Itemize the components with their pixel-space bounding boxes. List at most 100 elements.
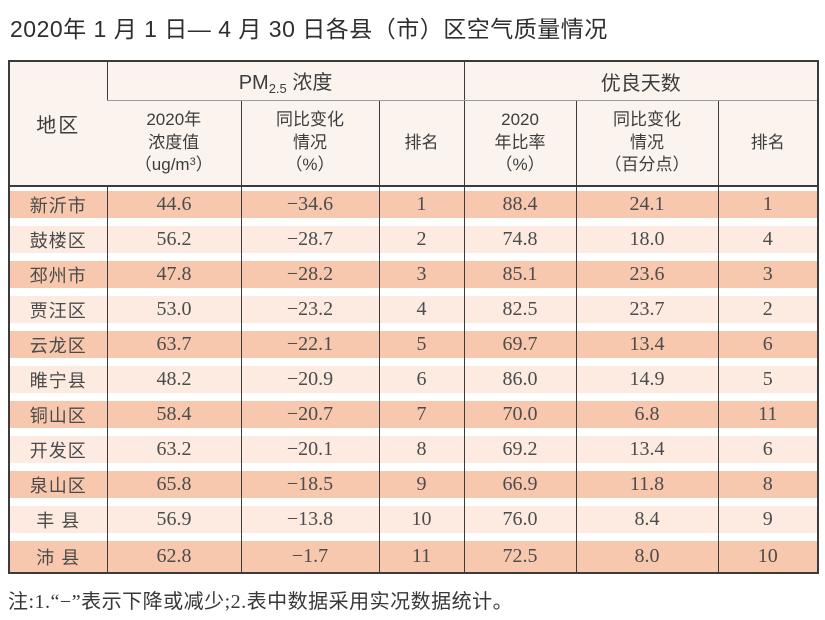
- days-ratio-cell: 70.0: [463, 397, 577, 432]
- region-cell: 沛 县: [9, 537, 107, 573]
- table-header: 地区 PM2.5 浓度 优良天数 2020年 浓度值 （ug/m3） 同比变化 …: [9, 61, 819, 187]
- days-ratio-cell: 72.5: [463, 537, 577, 573]
- pm-rank-cell: 2: [378, 222, 465, 257]
- days-ratio-cell: 74.8: [463, 222, 577, 257]
- days-change-cell: 13.4: [575, 327, 719, 362]
- days-rank-cell: 2: [717, 292, 819, 327]
- days-change-cell: 23.6: [575, 257, 719, 292]
- pm-rank-cell: 3: [378, 257, 465, 292]
- pm-value-cell: 63.2: [106, 432, 241, 467]
- days-ratio-cell: 69.7: [463, 327, 577, 362]
- table-row: 新沂市 44.6 −34.6 1 88.4 24.1 1: [9, 186, 819, 222]
- unit-suffix: ）: [195, 155, 213, 175]
- days-change-cell: 24.1: [575, 186, 719, 222]
- header-line: 情况: [293, 132, 327, 152]
- days-ratio-cell: 82.5: [463, 292, 577, 327]
- region-cell: 睢宁县: [9, 362, 107, 397]
- pm-change-cell: −23.2: [240, 292, 379, 327]
- header-region: 地区: [9, 61, 107, 187]
- days-rank-cell: 5: [717, 362, 819, 397]
- region-cell: 泉山区: [9, 467, 107, 502]
- days-rank-cell: 8: [717, 467, 819, 502]
- pm-rank-cell: 1: [378, 186, 465, 222]
- region-cell: 鼓楼区: [9, 222, 107, 257]
- footnote: 注:1.“−”表示下降或减少;2.表中数据采用实况数据统计。: [8, 591, 514, 613]
- pm-rank-cell: 10: [378, 502, 465, 537]
- header-days-ratio: 2020 年比率 （%）: [463, 100, 577, 187]
- header-pm-change: 同比变化 情况 （%）: [240, 100, 379, 187]
- pm25-label-prefix: PM: [238, 72, 269, 94]
- header-line: 2020: [501, 110, 539, 130]
- pm-value-cell: 48.2: [106, 362, 241, 397]
- pm-change-cell: −18.5: [240, 467, 379, 502]
- header-days-change: 同比变化 情况 （百分点）: [575, 100, 719, 187]
- region-cell: 开发区: [9, 432, 107, 467]
- header-pm-rank: 排名: [378, 100, 465, 187]
- table-row: 丰 县 56.9 −13.8 10 76.0 8.4 9: [9, 502, 819, 537]
- pm-value-cell: 53.0: [106, 292, 241, 327]
- days-change-cell: 8.4: [575, 502, 719, 537]
- pm-change-cell: −20.1: [240, 432, 379, 467]
- header-group-row: 地区 PM2.5 浓度 优良天数: [9, 61, 819, 187]
- pm-rank-cell: 8: [378, 432, 465, 467]
- header-pm-value: 2020年 浓度值 （ug/m3）: [107, 100, 241, 187]
- pm-change-cell: −28.2: [240, 257, 379, 292]
- table-row: 邳州市 47.8 −28.2 3 85.1 23.6 3: [9, 257, 819, 292]
- region-cell: 铜山区: [9, 397, 107, 432]
- days-ratio-cell: 66.9: [463, 467, 577, 502]
- header-sub-row: 2020年 浓度值 （ug/m3） 同比变化 情况 （%） 排名 2020 年比…: [9, 100, 819, 187]
- pm-rank-cell: 4: [378, 292, 465, 327]
- pm-change-cell: −28.7: [240, 222, 379, 257]
- pm-change-cell: −1.7: [240, 537, 379, 573]
- days-rank-cell: 9: [717, 502, 819, 537]
- table-row: 贾汪区 53.0 −23.2 4 82.5 23.7 2: [9, 292, 819, 327]
- days-rank-cell: 1: [717, 186, 819, 222]
- unit-superscript: 3: [189, 156, 196, 169]
- pm-value-cell: 63.7: [106, 327, 241, 362]
- header-line: 同比变化: [276, 110, 344, 130]
- pm-value-cell: 62.8: [106, 537, 241, 573]
- air-quality-table: 地区 PM2.5 浓度 优良天数 2020年 浓度值 （ug/m3） 同比变化 …: [8, 60, 820, 574]
- region-cell: 云龙区: [9, 327, 107, 362]
- pm-change-cell: −22.1: [240, 327, 379, 362]
- page-title: 2020年 1 月 1 日— 4 月 30 日各县（市）区空气质量情况: [10, 16, 608, 42]
- days-change-cell: 14.9: [575, 362, 719, 397]
- pm-value-cell: 56.9: [106, 502, 241, 537]
- days-change-cell: 11.8: [575, 467, 719, 502]
- days-change-cell: 18.0: [575, 222, 719, 257]
- pm-value-cell: 58.4: [106, 397, 241, 432]
- header-days-rank: 排名: [717, 100, 819, 187]
- days-rank-cell: 4: [717, 222, 819, 257]
- header-line: （%）: [495, 155, 545, 175]
- unit-prefix: （ug/m: [134, 155, 190, 175]
- table-row: 睢宁县 48.2 −20.9 6 86.0 14.9 5: [9, 362, 819, 397]
- table-row: 泉山区 65.8 −18.5 9 66.9 11.8 8: [9, 467, 819, 502]
- region-cell: 丰 县: [9, 502, 107, 537]
- days-change-cell: 8.0: [575, 537, 719, 573]
- days-change-cell: 13.4: [575, 432, 719, 467]
- pm-rank-cell: 6: [378, 362, 465, 397]
- pm-value-cell: 47.8: [106, 257, 241, 292]
- days-rank-cell: 3: [717, 257, 819, 292]
- header-pm25-group: PM2.5 浓度: [106, 61, 465, 101]
- table-row: 鼓楼区 56.2 −28.7 2 74.8 18.0 4: [9, 222, 819, 257]
- table-row: 开发区 63.2 −20.1 8 69.2 13.4 6: [9, 432, 819, 467]
- header-line: 情况: [630, 132, 665, 152]
- days-rank-cell: 11: [717, 397, 819, 432]
- header-line-unit: （ug/m3）: [107, 154, 241, 176]
- days-ratio-cell: 69.2: [463, 432, 577, 467]
- pm-rank-cell: 11: [378, 537, 465, 573]
- days-rank-cell: 6: [717, 327, 819, 362]
- pm-change-cell: −34.6: [240, 186, 379, 222]
- days-ratio-cell: 76.0: [463, 502, 577, 537]
- header-line: 浓度值: [148, 132, 200, 152]
- pm-change-cell: −20.9: [240, 362, 379, 397]
- header-line: 同比变化: [613, 110, 682, 130]
- pm-change-cell: −13.8: [240, 502, 379, 537]
- pm-change-cell: −20.7: [240, 397, 379, 432]
- region-cell: 贾汪区: [9, 292, 107, 327]
- header-good-days-group: 优良天数: [463, 61, 819, 101]
- days-change-cell: 23.7: [575, 292, 719, 327]
- days-rank-cell: 10: [717, 537, 819, 573]
